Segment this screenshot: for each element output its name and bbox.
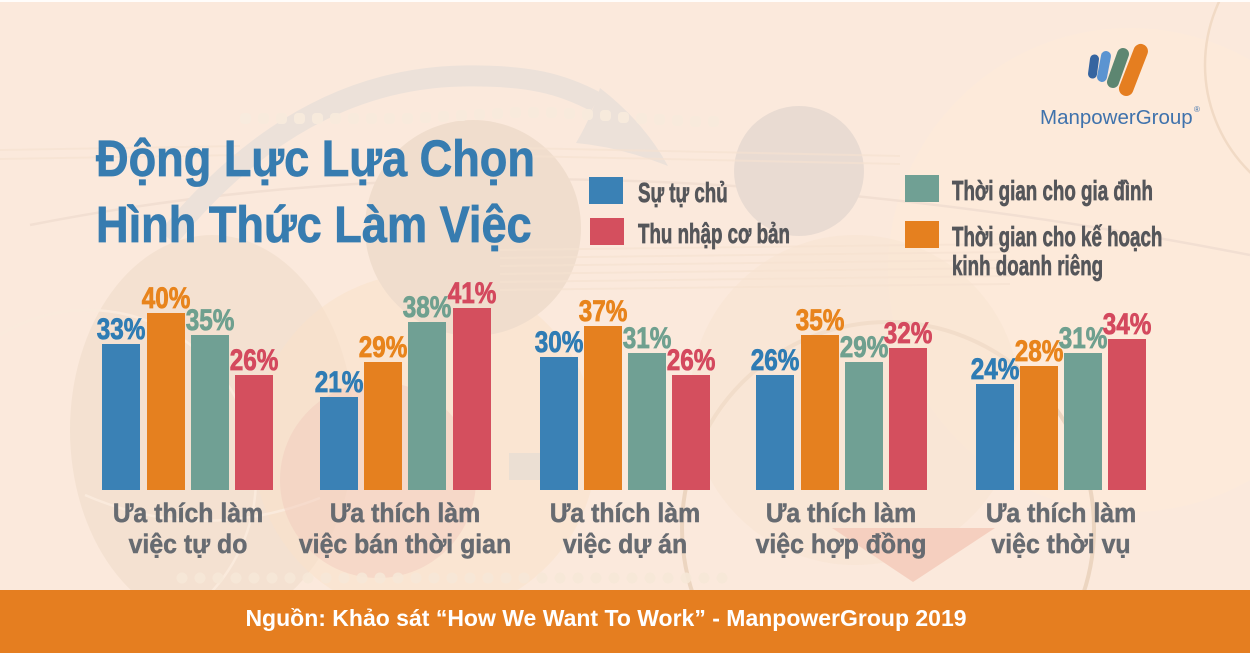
svg-text:®: ® [1194, 105, 1200, 114]
svg-text:ManpowerGroup: ManpowerGroup [1040, 106, 1193, 129]
